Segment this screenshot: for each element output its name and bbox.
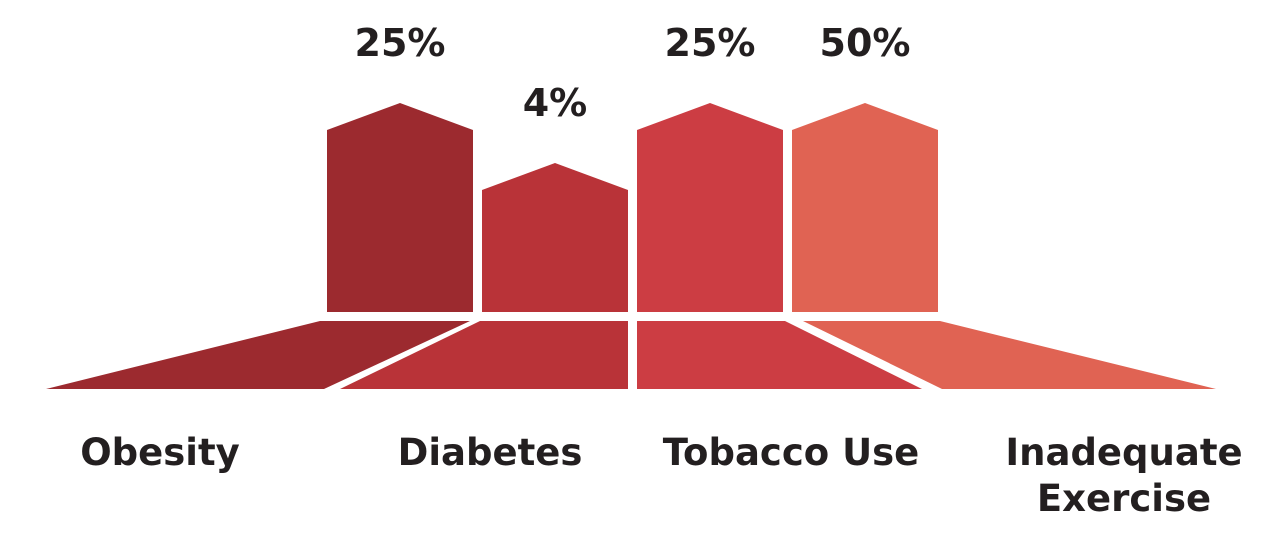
bars-group: [327, 103, 938, 312]
category-label-line: Obesity: [80, 431, 240, 474]
bar-base-4: [803, 321, 1216, 389]
category-label-line: Exercise: [1037, 477, 1211, 520]
category-label-4: Inadequate Exercise: [1005, 431, 1242, 520]
bar-4: [792, 103, 938, 312]
category-label-line: Inadequate: [1005, 431, 1242, 474]
category-label-line: Diabetes: [398, 431, 583, 474]
bases-group: [46, 321, 1216, 389]
bar-1: [327, 103, 473, 312]
value-label-3: 25%: [665, 21, 756, 65]
bar-base-1: [46, 321, 470, 389]
bar-base-2: [340, 321, 628, 389]
bar-3: [637, 103, 783, 312]
category-labels-group: Obesity Diabetes Tobacco Use Inadequate Exer…: [80, 431, 1242, 520]
bar-2: [482, 163, 628, 312]
value-label-4: 50%: [820, 21, 911, 65]
value-label-2: 4%: [523, 81, 588, 125]
category-label-line: Tobacco Use: [663, 431, 920, 474]
category-label-2: Diabetes: [398, 431, 583, 474]
value-labels-group: 25% 4% 25% 50%: [355, 21, 911, 125]
bar-base-3: [637, 321, 922, 389]
category-label-3: Tobacco Use: [663, 431, 920, 474]
value-label-1: 25%: [355, 21, 446, 65]
category-label-1: Obesity: [80, 431, 240, 474]
